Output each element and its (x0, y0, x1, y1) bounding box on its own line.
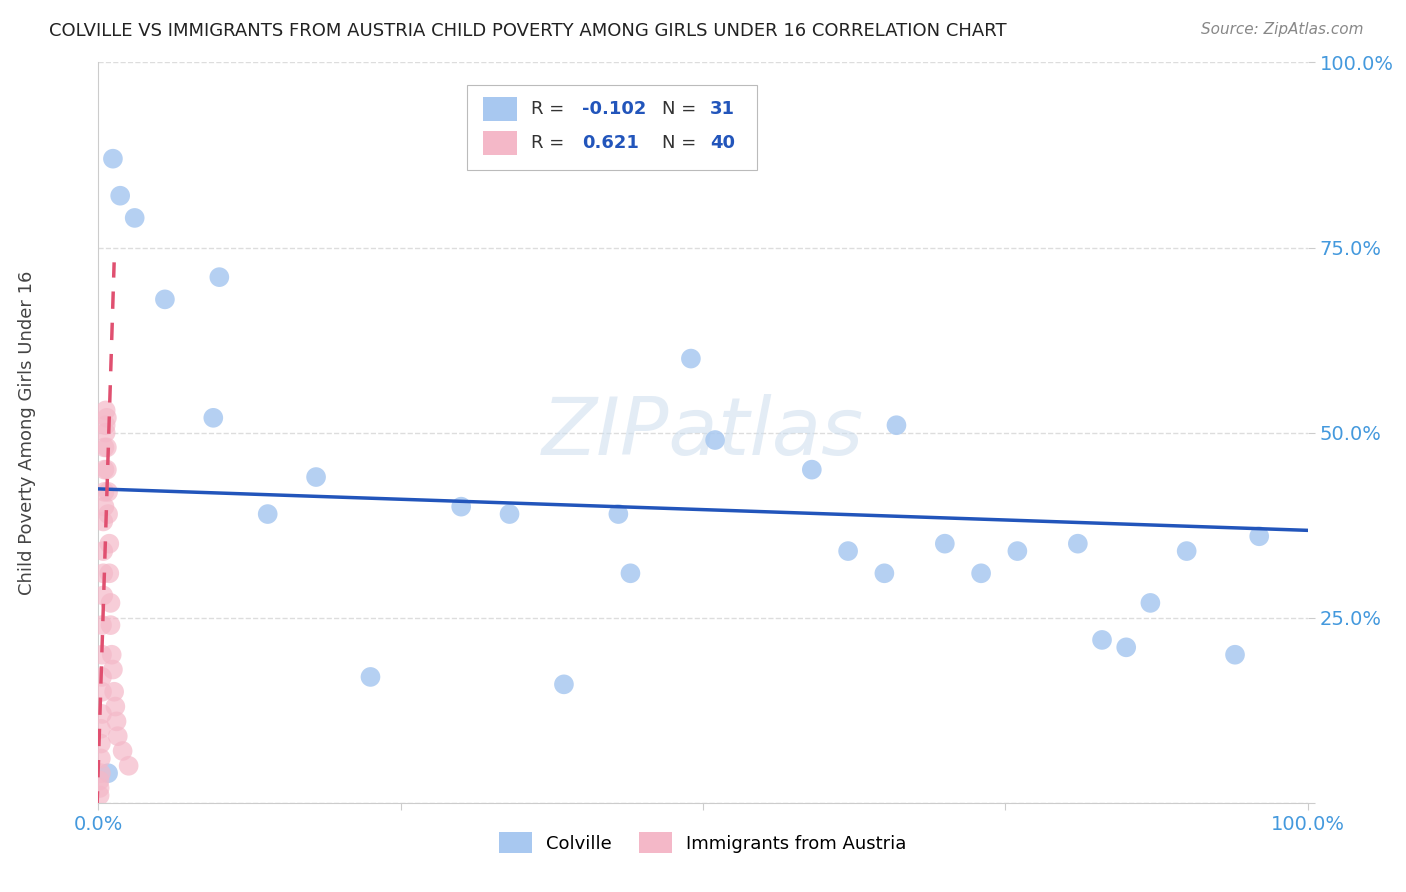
Point (90, 766, 112, 780)
Text: N =: N = (662, 100, 702, 118)
Point (105, 714, 128, 729)
Point (97, 507, 120, 521)
Text: -0.102: -0.102 (582, 100, 647, 118)
Point (96, 462, 118, 476)
Point (89, 773, 111, 788)
Point (90, 737, 112, 751)
Point (553, 677, 575, 691)
Text: Source: ZipAtlas.com: Source: ZipAtlas.com (1201, 22, 1364, 37)
Point (91, 618, 114, 632)
Point (91, 670, 114, 684)
Point (800, 462, 823, 476)
Point (93, 500, 115, 514)
Point (93, 462, 115, 476)
Point (91, 515, 114, 529)
Point (118, 758, 141, 772)
Point (111, 744, 134, 758)
Point (305, 470, 328, 484)
Point (1223, 648, 1246, 662)
Text: COLVILLE VS IMMIGRANTS FROM AUSTRIA CHILD POVERTY AMONG GIRLS UNDER 16 CORRELATI: COLVILLE VS IMMIGRANTS FROM AUSTRIA CHIL… (49, 22, 1007, 40)
Point (89, 789, 111, 803)
Point (98, 566, 121, 581)
Point (91, 648, 114, 662)
Point (90, 751, 112, 765)
Point (90, 722, 112, 736)
Point (679, 351, 702, 366)
Point (96, 410, 118, 425)
Point (837, 544, 859, 558)
Point (1175, 544, 1198, 558)
Point (91, 685, 114, 699)
Point (93, 484, 115, 499)
Point (97, 484, 120, 499)
Point (1091, 632, 1114, 647)
Point (93, 441, 115, 455)
Point (97, 766, 120, 780)
Point (886, 418, 908, 433)
Y-axis label: Child Poverty Among Girls Under 16: Child Poverty Among Girls Under 16 (18, 270, 37, 595)
Point (94, 403, 117, 417)
Point (107, 729, 129, 743)
Point (153, 293, 176, 307)
Point (1115, 640, 1137, 655)
Point (94, 418, 117, 433)
Text: 0.621: 0.621 (582, 134, 638, 153)
Text: 31: 31 (710, 100, 735, 118)
Point (91, 566, 114, 581)
Point (256, 507, 278, 521)
Point (704, 433, 727, 447)
Point (94, 425, 117, 440)
Point (970, 566, 993, 581)
Point (103, 685, 125, 699)
Text: N =: N = (662, 134, 702, 153)
FancyBboxPatch shape (482, 97, 517, 121)
Point (104, 699, 127, 714)
Point (619, 566, 641, 581)
Point (208, 270, 231, 285)
Point (1007, 544, 1029, 558)
Point (108, 188, 131, 202)
Point (91, 544, 114, 558)
Point (873, 566, 896, 581)
Point (96, 441, 118, 455)
Point (101, 663, 124, 677)
Point (450, 500, 472, 514)
Point (360, 670, 382, 684)
Point (101, 152, 124, 166)
FancyBboxPatch shape (482, 131, 517, 155)
Point (1067, 536, 1090, 550)
Point (1249, 529, 1271, 543)
Point (89, 780, 111, 795)
Point (100, 596, 122, 610)
Text: R =: R = (531, 100, 571, 118)
Point (202, 410, 225, 425)
Point (91, 589, 114, 603)
Point (100, 618, 122, 632)
Point (607, 507, 630, 521)
Text: ZIPatlas: ZIPatlas (541, 393, 865, 472)
Point (498, 507, 520, 521)
Point (100, 648, 122, 662)
Legend: Colville, Immigrants from Austria: Colville, Immigrants from Austria (492, 825, 914, 861)
Text: R =: R = (531, 134, 571, 153)
Point (934, 536, 956, 550)
Point (91, 706, 114, 721)
Point (98, 536, 121, 550)
Text: 40: 40 (710, 134, 735, 153)
FancyBboxPatch shape (467, 85, 758, 169)
Point (1139, 596, 1161, 610)
Point (124, 211, 146, 225)
